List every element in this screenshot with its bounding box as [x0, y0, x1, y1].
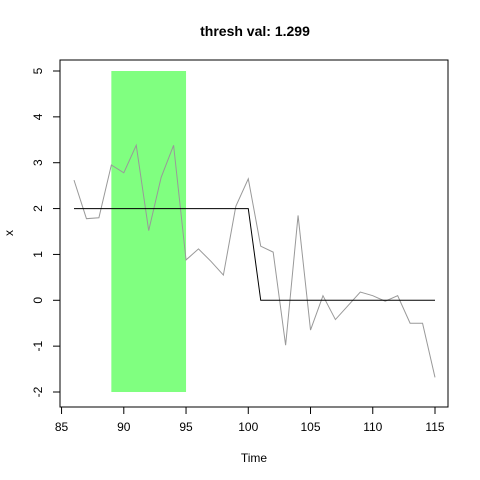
y-tick-label: 5 [31, 67, 45, 74]
y-axis-label: x [2, 230, 16, 236]
highlight-layer [111, 71, 187, 392]
x-tick-label: 105 [301, 420, 321, 434]
series-line-threshold [74, 208, 435, 301]
series-line-data [73, 143, 436, 378]
highlight-region [111, 71, 187, 392]
x-tick-label: 95 [179, 420, 193, 434]
y-tick-label: 3 [31, 159, 45, 166]
x-tick-label: 90 [117, 420, 131, 434]
y-tick-label: 4 [31, 113, 45, 120]
y-axis: -2 -1 0 1 2 3 4 5 [31, 67, 61, 397]
y-tick-label: 1 [31, 251, 45, 258]
x-tick-label: 85 [55, 420, 69, 434]
x-axis: 85 90 95 100 105 110 115 [55, 406, 445, 434]
x-tick-label: 100 [238, 420, 258, 434]
y-tick-label: 0 [31, 297, 45, 304]
series-layer [73, 143, 436, 378]
x-tick-label: 110 [363, 420, 382, 434]
y-tick-label: -1 [31, 340, 45, 351]
y-tick-label: -2 [31, 386, 45, 397]
x-tick-label: 115 [425, 420, 444, 434]
x-axis-label: Time [241, 451, 268, 465]
chart-title: thresh val: 1.299 [200, 23, 310, 39]
y-tick-label: 2 [31, 205, 45, 212]
